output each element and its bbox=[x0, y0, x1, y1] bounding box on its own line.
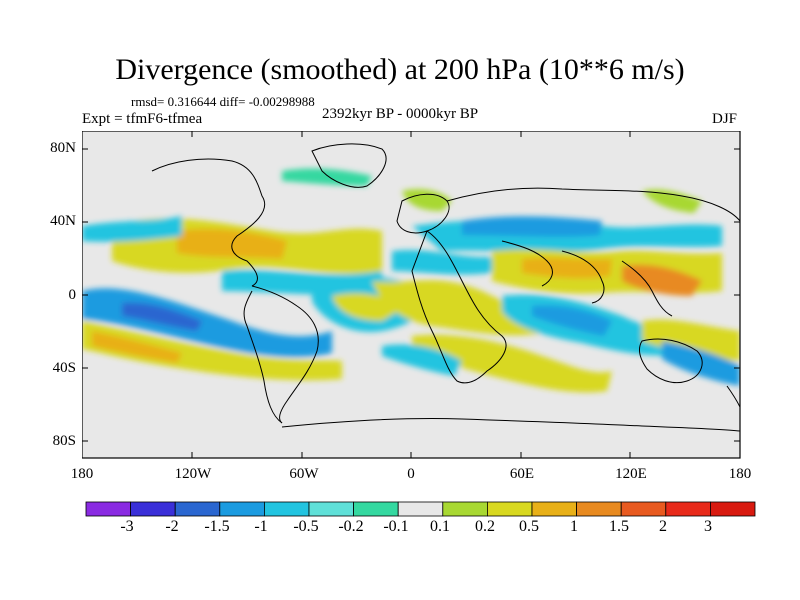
lon-label-180w: 180 bbox=[70, 466, 94, 482]
map-title: Divergence (smoothed) at 200 hPa (10**6 … bbox=[115, 53, 685, 86]
colorbar-swatch bbox=[353, 501, 399, 517]
lon-label-60e: 60E bbox=[509, 466, 535, 482]
divergence-map bbox=[82, 131, 741, 459]
colorbar-label: 1 bbox=[570, 518, 578, 535]
colorbar-label: -0.2 bbox=[338, 518, 364, 535]
lon-label-0: 0 bbox=[407, 466, 415, 482]
colorbar-label: -3 bbox=[120, 518, 134, 535]
coastlines bbox=[151, 143, 740, 432]
lat-label-80n: 80N bbox=[50, 140, 76, 156]
lat-label-0: 0 bbox=[68, 287, 77, 303]
stats-label: rmsd= 0.316644 diff= -0.00298988 bbox=[131, 94, 315, 109]
colorbar-swatch bbox=[397, 501, 444, 517]
colorbar-swatch bbox=[531, 501, 577, 517]
colorbar-label: -0.1 bbox=[383, 518, 409, 535]
colorbar-label: -0.5 bbox=[293, 518, 319, 535]
colorbar-label: 0.2 bbox=[475, 518, 495, 535]
lon-label-120w: 120W bbox=[174, 466, 212, 482]
lon-label-60w: 60W bbox=[289, 466, 319, 482]
lon-label-120e: 120E bbox=[615, 466, 647, 482]
colorbar-swatch bbox=[174, 501, 221, 517]
axis-ticks bbox=[82, 131, 740, 458]
colorbar-label: -1.5 bbox=[204, 518, 230, 535]
colorbar-swatch bbox=[219, 501, 265, 517]
colorbar-swatch bbox=[85, 501, 131, 517]
field-layer bbox=[82, 168, 740, 393]
experiment-label: Expt = tfmF6-tfmea bbox=[82, 111, 203, 127]
colorbar-label: 0.5 bbox=[519, 518, 539, 535]
lat-label-40n: 40N bbox=[50, 213, 76, 229]
period-label: 2392kyr BP - 0000kyr BP bbox=[322, 106, 479, 122]
colorbar-label: 2 bbox=[659, 518, 667, 535]
colorbar-label: 0.1 bbox=[430, 518, 450, 535]
colorbar-label: -2 bbox=[165, 518, 179, 535]
colorbar-swatch bbox=[263, 501, 310, 517]
colorbar-swatch bbox=[710, 501, 756, 517]
colorbar-label: -1 bbox=[254, 518, 268, 535]
colorbar-swatch bbox=[308, 501, 354, 517]
colorbar-label: 1.5 bbox=[609, 518, 629, 535]
colorbar-swatch bbox=[486, 501, 533, 517]
lat-label-80s: 80S bbox=[52, 433, 76, 449]
colorbar-swatch bbox=[665, 501, 711, 517]
colorbar-swatch bbox=[130, 501, 176, 517]
colorbar-swatch bbox=[442, 501, 488, 517]
lat-label-40s: 40S bbox=[52, 360, 76, 376]
colorbar-label: 3 bbox=[704, 518, 712, 535]
season-label: DJF bbox=[712, 111, 738, 127]
colorbar-swatch bbox=[576, 501, 622, 517]
colorbar-swatch bbox=[620, 501, 667, 517]
lon-label-180e: 180 bbox=[728, 466, 752, 482]
